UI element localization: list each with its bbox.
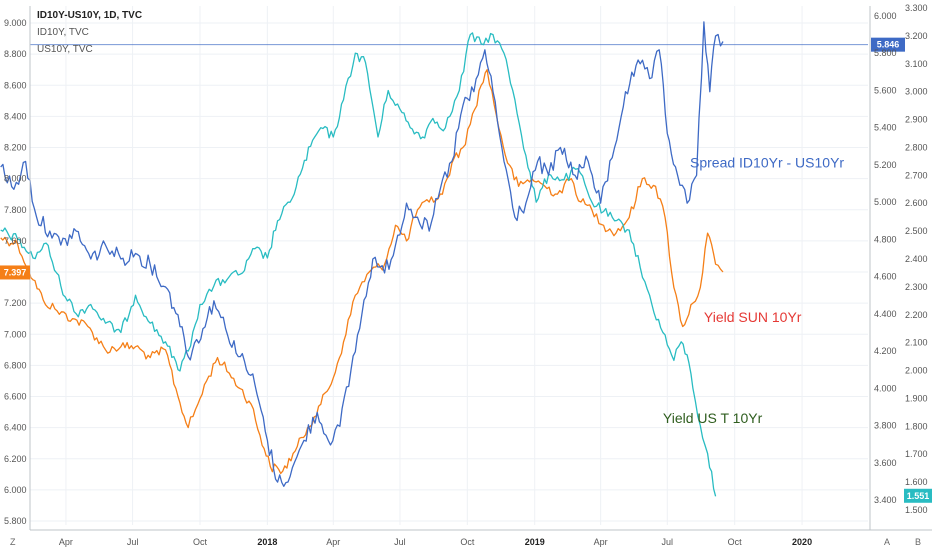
- y-right-outer-tick-11: 3.800: [874, 421, 897, 431]
- y-right-outer-tick-2: 5.600: [874, 85, 897, 95]
- annotation-2: Yield US T 10Yr: [663, 410, 763, 426]
- y-right-inner-tick-11: 2.200: [905, 310, 928, 320]
- series-lines: [0, 21, 724, 497]
- y-right-inner-tick-7: 2.600: [905, 198, 928, 208]
- price-line-label-0: 5.846: [877, 40, 900, 50]
- y-left-tick-10: 7.000: [4, 329, 27, 339]
- y-left-tick-1: 8.800: [4, 49, 27, 59]
- y-left-tick-14: 6.200: [4, 454, 27, 464]
- x-tick-1: Jul: [127, 537, 139, 547]
- legend-entry-1: US10Y, TVC: [37, 44, 93, 55]
- y-right-outer-tick-6: 4.800: [874, 234, 897, 244]
- price-lines: 5.846: [30, 37, 905, 52]
- y-left-tick-6: 7.800: [4, 205, 27, 215]
- y-left-tick-4: 8.200: [4, 143, 27, 153]
- y-right-outer-tick-1: 5.800: [874, 48, 897, 58]
- zoom-button[interactable]: Z: [10, 537, 16, 547]
- y-right-inner-tick-2: 3.100: [905, 59, 928, 69]
- x-tick-10: Oct: [728, 537, 743, 547]
- y-left-tick-16: 5.800: [4, 516, 27, 526]
- y-right-outer-tick-4: 5.200: [874, 160, 897, 170]
- y-right-inner-tick-3: 3.000: [905, 87, 928, 97]
- y-right-inner-tick-13: 2.000: [905, 366, 928, 376]
- y-right-inner-tick-0: 3.300: [905, 3, 928, 13]
- y-right-inner-tick-17: 1.600: [905, 477, 928, 487]
- legend-entry-0: ID10Y, TVC: [37, 27, 89, 38]
- annotations: Spread ID10Yr - US10Yr Yield SUN 10Yr Yiel…: [663, 155, 845, 426]
- y-right-outer-tick-13: 3.400: [874, 495, 897, 505]
- y-left-tick-13: 6.400: [4, 423, 27, 433]
- x-tick-9: Jul: [662, 537, 674, 547]
- x-tick-0: Apr: [59, 537, 73, 547]
- y-right-inner-tick-5: 2.800: [905, 142, 928, 152]
- annotation-0: Spread ID10Yr - US10Yr: [690, 155, 844, 171]
- y-left-tick-12: 6.600: [4, 392, 27, 402]
- y-right-inner-tick-18: 1.500: [905, 505, 928, 515]
- y-left-tick-7: 7.600: [4, 236, 27, 246]
- x-tick-7: 2019: [525, 537, 545, 547]
- price-line-badge-0: [871, 37, 905, 52]
- y-left-tick-0: 9.000: [4, 18, 27, 28]
- x-tick-5: Jul: [394, 537, 406, 547]
- y-right-inner-tick-9: 2.400: [905, 254, 928, 264]
- y-left-tick-11: 6.800: [4, 360, 27, 370]
- annotation-1: Yield SUN 10Yr: [704, 309, 802, 325]
- y-right-inner-tick-15: 1.800: [905, 421, 928, 431]
- y-right-inner-tick-6: 2.700: [905, 170, 928, 180]
- y-left-tick-5: 8.000: [4, 174, 27, 184]
- y-right-outer-tick-9: 4.200: [874, 346, 897, 356]
- x-tick-3: 2018: [257, 537, 277, 547]
- badge-left-0: [0, 265, 30, 280]
- legend: ID10Y-US10Y, 1D, TVC ID10Y, TVC US10Y, TVC: [37, 10, 142, 55]
- y-left-tick-2: 8.600: [4, 80, 27, 90]
- series-line-2: [0, 21, 724, 487]
- x-tick-8: Apr: [594, 537, 608, 547]
- y-left-tick-9: 7.200: [4, 298, 27, 308]
- y-left-tick-3: 8.400: [4, 111, 27, 121]
- series-line-0: [0, 69, 724, 475]
- y-right-outer-tick-5: 5.000: [874, 197, 897, 207]
- y-right-outer-tick-8: 4.400: [874, 309, 897, 319]
- y-right-outer-tick-7: 4.600: [874, 272, 897, 282]
- y-left-tick-15: 6.000: [4, 485, 27, 495]
- y-right-inner-tick-1: 3.200: [905, 31, 928, 41]
- series-line-1: [0, 32, 717, 497]
- y-right-outer-tick-10: 4.000: [874, 383, 897, 393]
- y-right-inner-tick-12: 2.100: [905, 338, 928, 348]
- y-right-inner-tick-4: 2.900: [905, 115, 928, 125]
- badge-right-1: [904, 488, 932, 503]
- y-right-inner-tick-8: 2.500: [905, 226, 928, 236]
- x-tick-2: Oct: [193, 537, 208, 547]
- y-right-inner-tick-14: 1.900: [905, 393, 928, 403]
- value-badges: 7.397 1.551: [0, 265, 932, 503]
- y-right-outer-tick-12: 3.600: [874, 458, 897, 468]
- x-tick-11: 2020: [792, 537, 812, 547]
- badge-left-label-0: 7.397: [4, 267, 27, 277]
- y-right-outer-tick-0: 6.000: [874, 11, 897, 21]
- legend-title: ID10Y-US10Y, 1D, TVC: [37, 10, 142, 21]
- y-right-inner-tick-16: 1.700: [905, 449, 928, 459]
- x-tick-4: Apr: [326, 537, 340, 547]
- badge-right-label-1: 1.551: [907, 491, 930, 501]
- y-right-inner-tick-10: 2.300: [905, 282, 928, 292]
- x-tick-6: Oct: [460, 537, 475, 547]
- y-right-outer-tick-3: 5.400: [874, 123, 897, 133]
- scale-options-button[interactable]: B: [915, 537, 921, 547]
- auto-scale-button[interactable]: A: [884, 537, 890, 547]
